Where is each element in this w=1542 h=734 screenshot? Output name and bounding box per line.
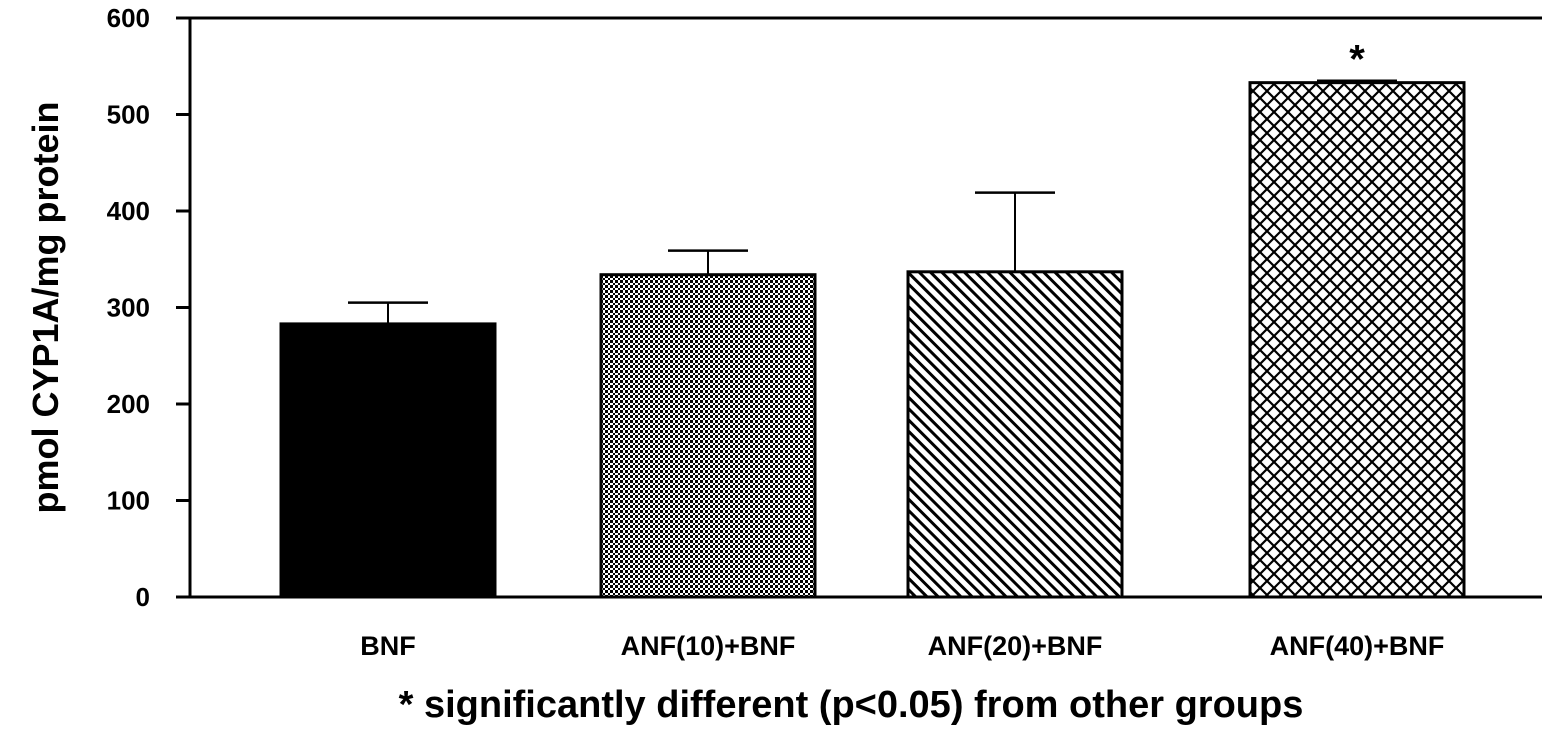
bars [279, 79, 1466, 599]
x-category-label: BNF [360, 631, 416, 661]
y-tick-label: 100 [107, 486, 150, 516]
bar-anf-40-bnf [1248, 81, 1466, 599]
y-tick-label: 0 [136, 582, 150, 612]
bar-anf-20-bnf [906, 270, 1124, 599]
x-category-label: ANF(10)+BNF [621, 631, 796, 661]
x-category-label: ANF(20)+BNF [928, 631, 1103, 661]
y-tick-label: 400 [107, 196, 150, 226]
y-axis-label: pmol CYP1A/mg protein [25, 101, 66, 513]
bar-bnf [279, 322, 497, 599]
x-category-label: ANF(40)+BNF [1270, 631, 1445, 661]
y-tick-label: 200 [107, 389, 150, 419]
y-tick-label: 300 [107, 293, 150, 323]
bar-anf-10-bnf [599, 273, 817, 599]
significance-marker: * [1349, 38, 1365, 82]
labels: 0 100 200 300 400 500 600 pmol CYP1A/mg protein… [25, 3, 1444, 726]
y-tick-label: 500 [107, 100, 150, 130]
footnote: * significantly different (p<0.05) from … [399, 684, 1304, 726]
y-tick-label: 600 [107, 3, 150, 33]
